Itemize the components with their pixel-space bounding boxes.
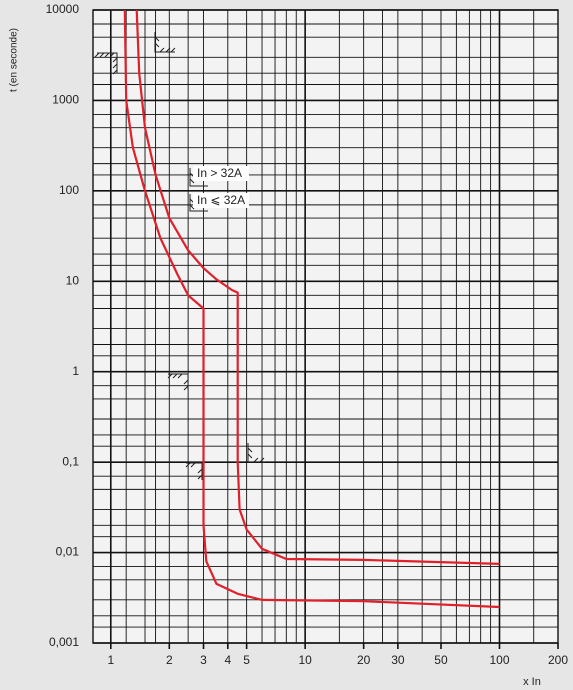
y-tick-label: 1 bbox=[72, 364, 79, 378]
x-tick-label: 2 bbox=[166, 653, 173, 667]
y-tick-label: 10 bbox=[66, 273, 80, 287]
y-axis-title: t (en seconde) bbox=[9, 28, 20, 92]
y-tick-label: 0,1 bbox=[62, 454, 79, 468]
annotation: In ⩽ 32A bbox=[197, 193, 245, 207]
annotation-box bbox=[193, 166, 249, 181]
plot-frame bbox=[92, 9, 559, 644]
curve bbox=[135, 9, 500, 565]
x-tick-label: 3 bbox=[200, 653, 207, 667]
x-tick-label: 1 bbox=[107, 653, 114, 667]
y-tick-label: 10000 bbox=[46, 2, 80, 16]
hatch-marker bbox=[94, 32, 266, 480]
annotation-box bbox=[193, 193, 249, 208]
x-axis-title: x In bbox=[523, 676, 541, 688]
y-tick-label: 100 bbox=[59, 183, 79, 197]
y-tick-label: 1000 bbox=[52, 93, 79, 107]
x-tick-label: 30 bbox=[391, 653, 405, 667]
annotation: In > 32A bbox=[197, 166, 242, 180]
plot-area bbox=[93, 10, 558, 643]
x-tick-label: 10 bbox=[298, 653, 312, 667]
x-tick-label: 4 bbox=[224, 653, 231, 667]
x-tick-label: 100 bbox=[489, 653, 509, 667]
x-tick-label: 50 bbox=[434, 653, 448, 667]
x-tick-label: 20 bbox=[357, 653, 371, 667]
y-tick-label: 0,01 bbox=[56, 545, 80, 559]
y-tick-label: 0,001 bbox=[49, 635, 79, 649]
x-tick-label: 5 bbox=[243, 653, 250, 667]
x-tick-label: 200 bbox=[548, 653, 568, 667]
curve bbox=[123, 9, 500, 609]
